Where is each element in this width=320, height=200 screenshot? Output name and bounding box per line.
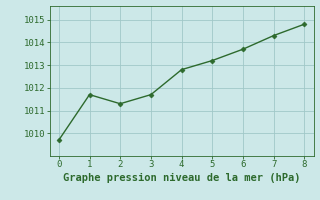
X-axis label: Graphe pression niveau de la mer (hPa): Graphe pression niveau de la mer (hPa) [63,173,300,183]
